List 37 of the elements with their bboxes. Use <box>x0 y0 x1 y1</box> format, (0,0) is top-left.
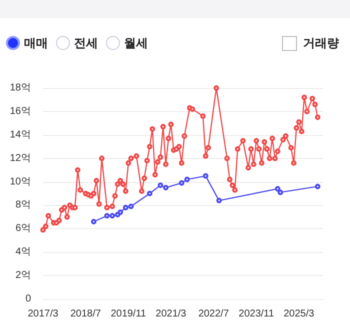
x-tick-label: 2022/7 <box>198 308 230 320</box>
y-tick-label: 0 <box>25 294 32 304</box>
point <box>104 213 110 219</box>
text: 매매 <box>24 34 48 52</box>
x-tick-label: 2023/11 <box>238 308 274 320</box>
point <box>274 186 280 192</box>
point <box>184 176 190 182</box>
point <box>110 213 116 219</box>
text: 전세 <box>74 34 98 52</box>
y-tick-label: 6억 <box>15 223 31 234</box>
point <box>158 182 164 188</box>
point <box>90 218 96 224</box>
point <box>216 198 222 204</box>
point <box>122 204 128 210</box>
point <box>278 190 284 196</box>
x-tick-label: 2019/11 <box>110 308 147 320</box>
x-tick-label: 2021/3 <box>156 308 187 320</box>
y-tick-label: 4억 <box>15 246 31 258</box>
y-tick-label: 16억 <box>10 106 31 117</box>
point <box>314 184 320 190</box>
y-tick-label: 18억 <box>10 82 31 94</box>
point <box>202 173 208 179</box>
point <box>128 204 134 210</box>
x-tick-label: 2018/7 <box>70 308 102 320</box>
point <box>163 184 169 190</box>
point <box>146 190 152 196</box>
text: 거래량 <box>303 34 339 52</box>
y-tick-label: 2억 <box>15 270 31 282</box>
point <box>178 180 184 186</box>
y-tick-label: 12억 <box>10 152 31 164</box>
x-tick-label: 2025/3 <box>284 308 315 320</box>
y-tick-label: 14억 <box>10 129 31 140</box>
point <box>118 210 124 216</box>
x-tick-label: 2017/3 <box>28 308 59 320</box>
text: 월세 <box>124 34 148 52</box>
y-tick-label: 8억 <box>15 200 31 211</box>
y-tick-label: 10억 <box>10 176 31 188</box>
